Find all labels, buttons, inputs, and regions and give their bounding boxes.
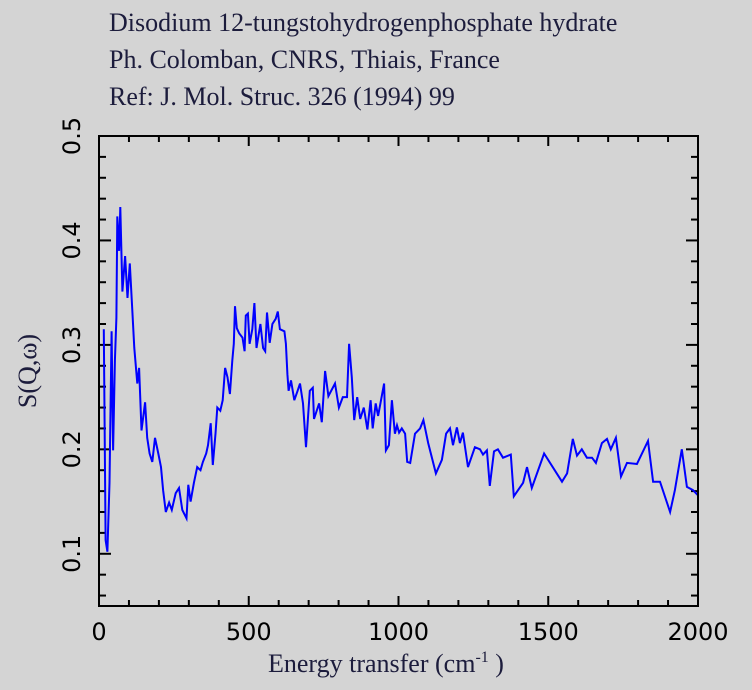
x-axis-label-close: ) bbox=[489, 649, 504, 678]
title-line-3: Ref: J. Mol. Struc. 326 (1994) 99 bbox=[109, 82, 455, 111]
axis-ticks bbox=[98, 135, 699, 606]
y-axis-label: S(Q,ω) bbox=[13, 334, 42, 408]
title-line-1: Disodium 12-tungstohydrogenphosphate hyd… bbox=[109, 8, 617, 37]
x-axis-label: Energy transfer (cm-1 ) bbox=[268, 649, 504, 678]
x-axis-label-text: Energy transfer (cm bbox=[268, 649, 475, 678]
title-block: Disodium 12-tungstohydrogenphosphate hyd… bbox=[109, 8, 617, 111]
data-series-line bbox=[102, 206, 699, 552]
y-tick-label: 0.5 bbox=[58, 117, 86, 155]
title-line-2: Ph. Colomban, CNRS, Thiais, France bbox=[109, 45, 500, 74]
x-tick-label: 2000 bbox=[667, 618, 728, 646]
y-tick-label: 0.1 bbox=[58, 535, 86, 573]
y-tick-labels: 0.1 0.2 0.3 0.4 0.5 bbox=[58, 117, 86, 573]
y-tick-label: 0.3 bbox=[58, 326, 86, 364]
y-tick-label: 0.4 bbox=[58, 221, 86, 259]
x-tick-label: 1000 bbox=[368, 618, 429, 646]
plot-frame bbox=[98, 135, 699, 607]
x-tick-labels: 0 500 1000 1500 2000 bbox=[91, 618, 728, 646]
x-tick-label: 0 bbox=[91, 618, 106, 646]
x-tick-label: 500 bbox=[226, 618, 272, 646]
x-axis-label-superscript: -1 bbox=[475, 649, 488, 666]
y-tick-label: 0.2 bbox=[58, 430, 86, 468]
x-tick-label: 1500 bbox=[518, 618, 579, 646]
